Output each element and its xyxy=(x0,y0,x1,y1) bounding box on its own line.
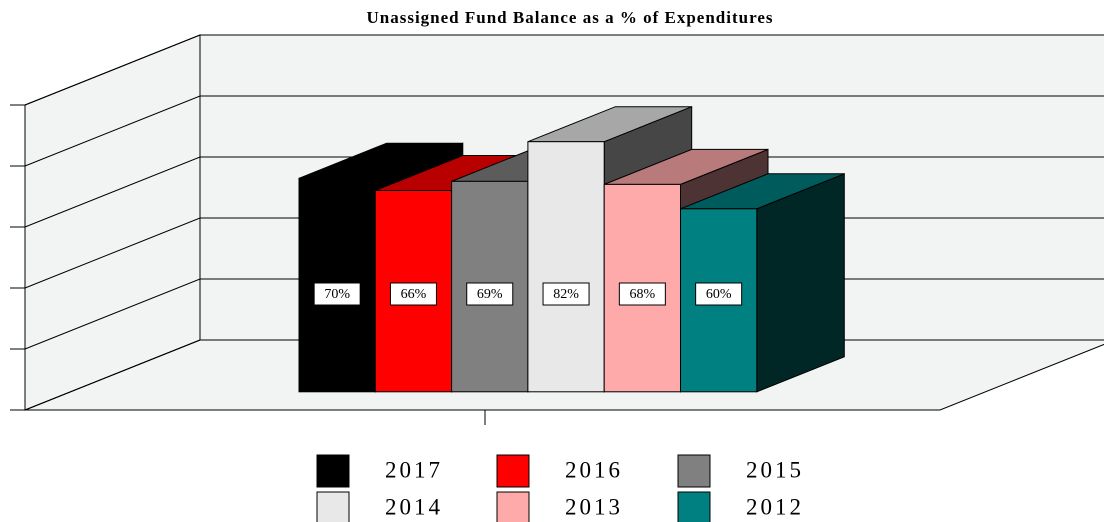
value-label-box xyxy=(389,282,437,306)
value-label: 66% xyxy=(401,287,427,302)
value-label-box xyxy=(466,282,514,306)
legend-label: 2017 xyxy=(385,457,443,482)
legend-label: 2016 xyxy=(565,457,623,482)
value-label: 68% xyxy=(630,287,656,302)
grid-line xyxy=(24,34,1104,106)
bar-side xyxy=(756,173,845,393)
value-label-box xyxy=(695,282,743,306)
value-label: 70% xyxy=(324,287,350,302)
legend-swatch xyxy=(677,454,711,488)
value-label-box xyxy=(313,282,361,306)
bar-front xyxy=(527,141,605,393)
legend-label: 2014 xyxy=(385,494,443,519)
chart-title: Unassigned Fund Balance as a % of Expend… xyxy=(366,8,773,27)
legend-label: 2015 xyxy=(746,457,804,482)
legend-swatch xyxy=(496,454,530,488)
legend-swatch xyxy=(677,491,711,522)
value-label: 60% xyxy=(706,287,732,302)
grid-line xyxy=(24,156,1104,228)
legend-swatch xyxy=(316,454,350,488)
grid-line xyxy=(24,95,1104,167)
value-label: 69% xyxy=(477,287,503,302)
legend-label: 2013 xyxy=(565,494,623,519)
legend-swatch xyxy=(496,491,530,522)
legend-label: 2012 xyxy=(746,494,804,519)
legend-swatch xyxy=(316,491,350,522)
value-label-box xyxy=(542,282,590,306)
value-label-box xyxy=(618,282,666,306)
value-label: 82% xyxy=(553,287,579,302)
